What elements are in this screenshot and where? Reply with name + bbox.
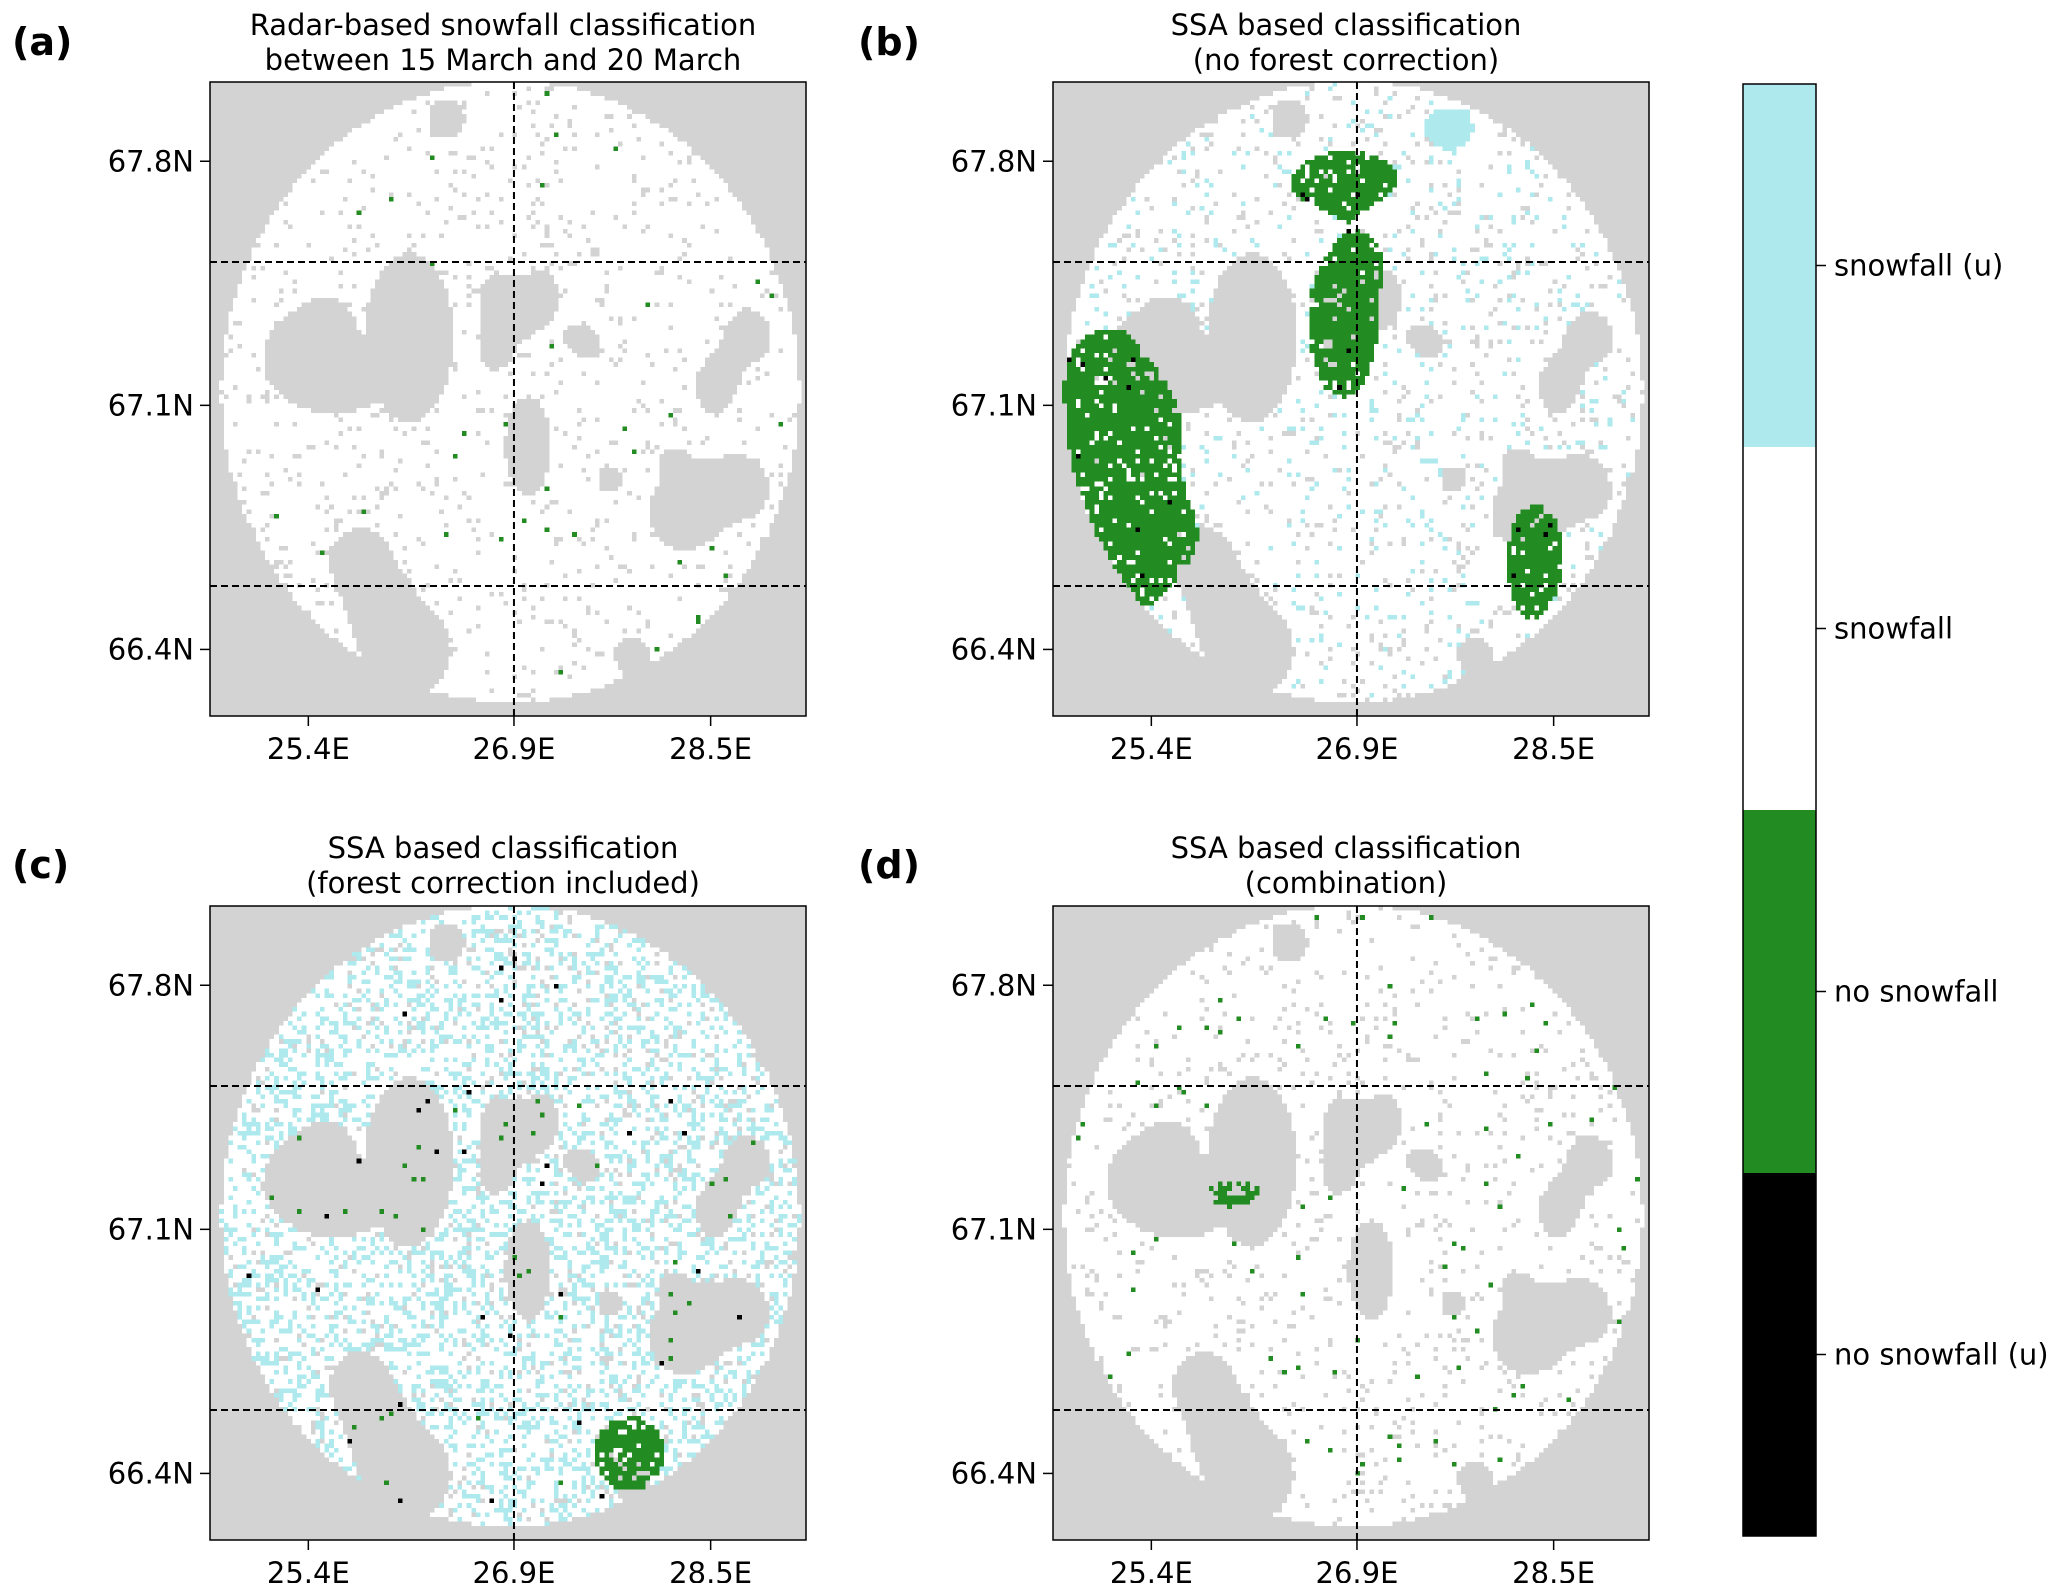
colorbar-frame <box>1742 83 1817 1537</box>
colorbar-segment <box>1743 84 1816 447</box>
panel-title: SSA based classification <box>1171 8 1522 42</box>
classification-field <box>1053 906 1649 1540</box>
map-panel-a: (a) Radar-based snowfall classificationbe… <box>12 8 807 766</box>
map-panel-c: (c) SSA based classification(forest corre… <box>12 831 807 1583</box>
lat-tick-label: 66.4N <box>108 632 194 666</box>
lat-tick-label: 66.4N <box>951 1456 1037 1490</box>
axes-frame <box>1052 905 1650 1541</box>
colorbar: snowfall (u) snowfall no snowfall no snowfa… <box>1742 83 2049 1537</box>
axes-frame <box>209 905 807 1541</box>
colorbar-segment <box>1743 447 1816 810</box>
colorbar-label: snowfall <box>1834 612 1953 646</box>
panel-title: (forest correction included) <box>306 866 700 900</box>
lon-tick-label: 28.5E <box>669 732 752 766</box>
panel-title: between 15 March and 20 March <box>265 43 742 77</box>
axes-frame <box>1052 81 1650 717</box>
lat-tick-label: 67.8N <box>951 144 1037 178</box>
panel-title: SSA based classification <box>328 831 679 865</box>
lon-tick-label: 26.9E <box>473 732 556 766</box>
lat-tick-label: 66.4N <box>108 1456 194 1490</box>
lon-tick-label: 25.4E <box>1110 732 1193 766</box>
lon-tick-label: 28.5E <box>1512 1556 1595 1583</box>
colorbar-label: snowfall (u) <box>1834 249 2003 283</box>
panel-title: (combination) <box>1245 866 1448 900</box>
colorbar-segment <box>1743 1173 1816 1536</box>
map-panel-d: (d) SSA based classification(combination)… <box>858 831 1650 1583</box>
lat-tick-label: 67.1N <box>951 1212 1037 1246</box>
panel-label: (b) <box>858 20 920 64</box>
panel-title: SSA based classification <box>1171 831 1522 865</box>
lat-tick-label: 67.1N <box>108 1212 194 1246</box>
lon-tick-label: 25.4E <box>267 1556 350 1583</box>
axes-frame <box>209 81 807 717</box>
lat-tick-label: 67.1N <box>951 388 1037 422</box>
panel-label: (a) <box>12 20 72 64</box>
colorbar-label: no snowfall <box>1834 975 1998 1009</box>
lon-tick-label: 28.5E <box>1512 732 1595 766</box>
lat-tick-label: 67.1N <box>108 388 194 422</box>
classification-field <box>210 906 806 1540</box>
map-panel-b: (b) SSA based classification(no forest co… <box>858 8 1650 766</box>
lat-tick-label: 67.8N <box>108 968 194 1002</box>
lon-tick-label: 26.9E <box>1316 732 1399 766</box>
colorbar-segment <box>1743 810 1816 1173</box>
lat-tick-label: 67.8N <box>108 144 194 178</box>
panel-title: (no forest correction) <box>1193 43 1499 77</box>
lon-tick-label: 26.9E <box>1316 1556 1399 1583</box>
classification-field <box>210 82 806 716</box>
lat-tick-label: 67.8N <box>951 968 1037 1002</box>
lon-tick-label: 28.5E <box>669 1556 752 1583</box>
lon-tick-label: 25.4E <box>267 732 350 766</box>
panel-label: (d) <box>858 843 920 887</box>
panel-title: Radar-based snowfall classification <box>250 8 757 42</box>
colorbar-label: no snowfall (u) <box>1834 1338 2049 1372</box>
classification-field <box>1053 82 1649 716</box>
lat-tick-label: 66.4N <box>951 632 1037 666</box>
map-panels: (a) Radar-based snowfall classificationbe… <box>12 8 1650 1583</box>
panel-label: (c) <box>12 843 69 887</box>
lon-tick-label: 26.9E <box>473 1556 556 1583</box>
lon-tick-label: 25.4E <box>1110 1556 1193 1583</box>
